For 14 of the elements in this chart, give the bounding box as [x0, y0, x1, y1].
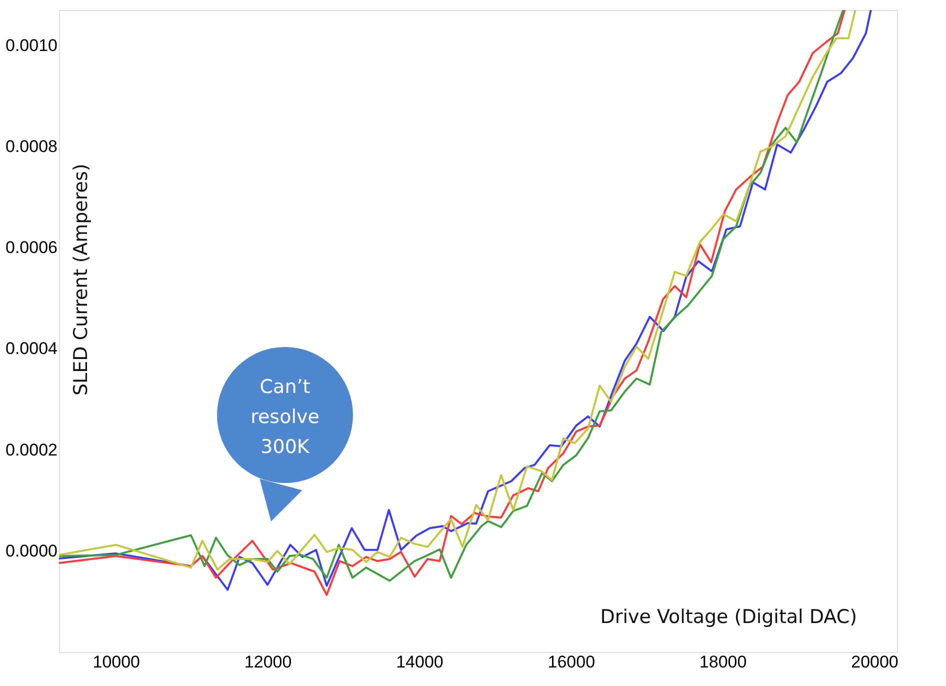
y-tick-label: 0.0004 — [6, 339, 58, 358]
x-tick-label: 14000 — [396, 652, 444, 672]
y-tick-label: 0.0002 — [6, 440, 58, 460]
y-tick-label: 0.0010 — [6, 36, 58, 55]
y-tick-label: 0.0008 — [6, 136, 58, 156]
y-tick-label: 0.0006 — [6, 238, 58, 258]
x-tick-label: 18000 — [699, 652, 747, 672]
x-axis-title: Drive Voltage (Digital DAC) — [600, 606, 857, 628]
x-tick-label: 16000 — [548, 652, 596, 672]
x-tick-label: 12000 — [244, 652, 292, 672]
y-axis-title: SLED Current (Amperes) — [70, 164, 92, 396]
y-tick-label: 0.0000 — [6, 541, 58, 560]
x-tick-label: 20000 — [851, 652, 898, 672]
x-tick-label: 10000 — [92, 652, 140, 672]
